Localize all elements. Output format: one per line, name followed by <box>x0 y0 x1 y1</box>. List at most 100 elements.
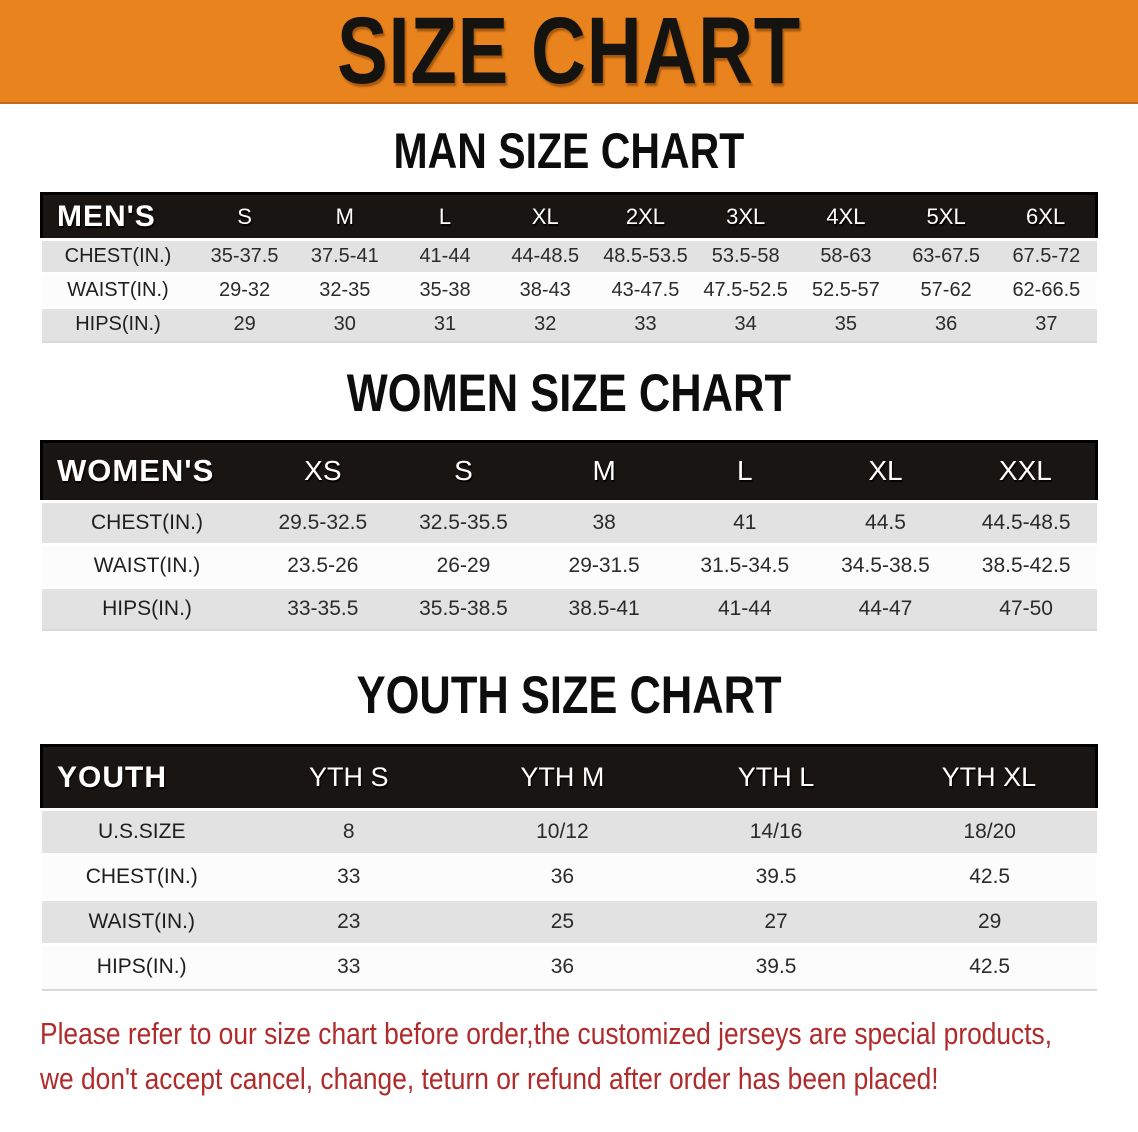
size-column-header: XS <box>252 441 394 501</box>
size-value: 8 <box>241 808 456 855</box>
size-value: 67.5-72 <box>996 238 1097 274</box>
size-value: 33 <box>241 853 456 900</box>
size-value: 30 <box>294 306 395 342</box>
table-row: CHEST(IN.) 29.5-32.5 32.5-35.5 38 41 44.5 44.5… <box>41 499 1097 545</box>
size-value: 32.5-35.5 <box>393 499 534 545</box>
size-value: 44.5-48.5 <box>955 499 1097 545</box>
size-column-header: M <box>294 193 395 240</box>
table-header-row: YOUTH YTH S YTH M YTH L YTH XL <box>41 745 1097 810</box>
size-value: 32-35 <box>294 272 395 308</box>
size-column-header: XL <box>815 441 956 501</box>
size-value: 33 <box>241 943 456 990</box>
size-value: 35-38 <box>394 272 496 308</box>
size-value: 38.5-42.5 <box>955 542 1097 588</box>
size-value: 41-44 <box>394 238 496 274</box>
size-column-header: YTH L <box>669 745 883 810</box>
section-men: MAN SIZE CHART MEN'S S M L XL 2XL 3XL 4XL 5XL 6XL… <box>0 126 1138 343</box>
size-column-header: 2XL <box>595 193 696 240</box>
size-column-header: L <box>394 193 496 240</box>
size-value: 36 <box>896 306 997 342</box>
disclaimer-line-1: Please refer to our size chart before or… <box>40 1015 1053 1051</box>
size-value: 44.5 <box>815 499 956 545</box>
size-value: 36 <box>455 943 670 990</box>
size-value: 35-37.5 <box>194 238 295 274</box>
size-value: 47-50 <box>955 585 1097 631</box>
size-value: 29 <box>194 306 295 342</box>
youth-section-heading: YOUTH SIZE CHART <box>356 666 782 725</box>
size-value: 31 <box>394 306 496 342</box>
men-section-heading: MAN SIZE CHART <box>393 123 745 179</box>
size-column-header: S <box>393 441 534 501</box>
size-value: 36 <box>455 853 670 900</box>
size-value: 38-43 <box>495 272 596 308</box>
disclaimer-line-2: we don't accept cancel, change, teturn o… <box>40 1060 939 1096</box>
size-value: 57-62 <box>896 272 997 308</box>
size-value: 42.5 <box>882 853 1097 900</box>
youth-size-table: YOUTH YTH S YTH M YTH L YTH XL U.S.SIZE 8 10/12… <box>40 744 1098 991</box>
table-group-label: YOUTH <box>41 745 242 810</box>
size-column-header: L <box>674 441 816 501</box>
table-group-label: WOMEN'S <box>41 441 253 501</box>
size-chart-title: SIZE CHART <box>337 0 801 104</box>
size-value: 38.5-41 <box>533 585 675 631</box>
measurement-label: HIPS(IN.) <box>41 306 195 342</box>
measurement-label: WAIST(IN.) <box>41 898 242 945</box>
men-size-table: MEN'S S M L XL 2XL 3XL 4XL 5XL 6XL CHEST(IN.) 35-37… <box>40 192 1098 343</box>
table-group-label: MEN'S <box>41 193 195 240</box>
size-value: 52.5-57 <box>795 272 896 308</box>
size-value: 44-47 <box>815 585 956 631</box>
table-row: U.S.SIZE 8 10/12 14/16 18/20 <box>41 808 1097 855</box>
table-row: HIPS(IN.) 33 36 39.5 42.5 <box>41 943 1097 990</box>
measurement-label: CHEST(IN.) <box>41 853 242 900</box>
measurement-label: WAIST(IN.) <box>41 542 253 588</box>
size-value: 43-47.5 <box>595 272 696 308</box>
table-header-row: WOMEN'S XS S M L XL XXL <box>41 441 1097 501</box>
size-value: 23 <box>241 898 456 945</box>
size-column-header: 3XL <box>695 193 796 240</box>
size-value: 33-35.5 <box>252 585 394 631</box>
size-value: 47.5-52.5 <box>695 272 796 308</box>
women-size-table: WOMEN'S XS S M L XL XXL CHEST(IN.) 29.5-32.5 32.5… <box>40 440 1098 631</box>
size-value: 34.5-38.5 <box>815 542 956 588</box>
size-column-header: 5XL <box>896 193 997 240</box>
size-column-header: XL <box>495 193 596 240</box>
size-value: 29-31.5 <box>533 542 675 588</box>
disclaimer-text: Please refer to our size chart before or… <box>40 1011 1138 1101</box>
measurement-label: HIPS(IN.) <box>41 943 242 990</box>
size-column-header: XXL <box>955 441 1097 501</box>
table-row: CHEST(IN.) 35-37.5 37.5-41 41-44 44-48.5 48.5… <box>41 238 1097 274</box>
women-section-heading: WOMEN SIZE CHART <box>346 363 792 423</box>
size-column-header: YTH S <box>241 745 456 810</box>
measurement-label: WAIST(IN.) <box>41 272 195 308</box>
size-value: 14/16 <box>669 808 883 855</box>
size-value: 34 <box>695 306 796 342</box>
measurement-label: U.S.SIZE <box>41 808 242 855</box>
size-value: 25 <box>455 898 670 945</box>
size-value: 44-48.5 <box>495 238 596 274</box>
size-value: 41-44 <box>674 585 816 631</box>
table-row: CHEST(IN.) 33 36 39.5 42.5 <box>41 853 1097 900</box>
size-column-header: YTH M <box>455 745 670 810</box>
size-column-header: 4XL <box>795 193 896 240</box>
size-value: 39.5 <box>669 943 883 990</box>
size-value: 29-32 <box>194 272 295 308</box>
size-value: 37.5-41 <box>294 238 395 274</box>
table-row: WAIST(IN.) 29-32 32-35 35-38 38-43 43-47.5 47.… <box>41 272 1097 308</box>
size-value: 33 <box>595 306 696 342</box>
size-value: 26-29 <box>393 542 534 588</box>
measurement-label: CHEST(IN.) <box>41 238 195 274</box>
size-value: 31.5-34.5 <box>674 542 816 588</box>
size-value: 62-66.5 <box>996 272 1097 308</box>
size-value: 23.5-26 <box>252 542 394 588</box>
size-value: 32 <box>495 306 596 342</box>
size-value: 10/12 <box>455 808 670 855</box>
size-value: 58-63 <box>795 238 896 274</box>
measurement-label: CHEST(IN.) <box>41 499 253 545</box>
size-column-header: 6XL <box>996 193 1097 240</box>
table-row: WAIST(IN.) 23.5-26 26-29 29-31.5 31.5-34.5 34… <box>41 542 1097 588</box>
size-value: 35 <box>795 306 896 342</box>
size-value: 29 <box>882 898 1097 945</box>
size-value: 48.5-53.5 <box>595 238 696 274</box>
size-value: 42.5 <box>882 943 1097 990</box>
